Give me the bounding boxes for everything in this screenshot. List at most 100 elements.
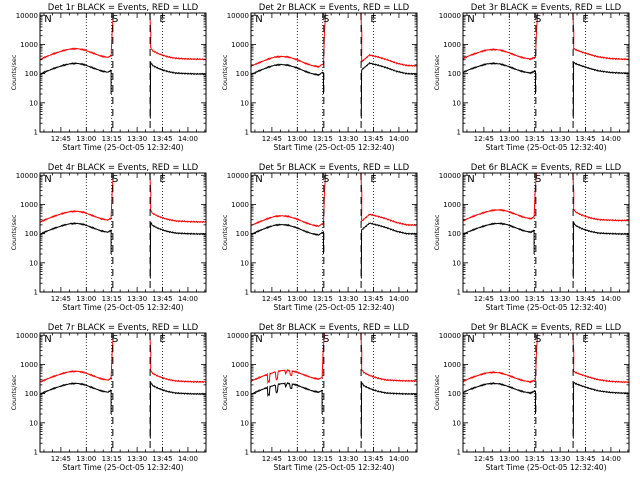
y-tick-label: 100: [236, 390, 249, 398]
lld-series-pre: [463, 333, 539, 384]
region-marker: E: [159, 174, 165, 185]
x-tick-label: 13:30: [127, 295, 147, 303]
lld-series-pre: [40, 333, 114, 383]
region-marker: E: [582, 14, 588, 25]
x-tick-label: 13:30: [550, 295, 570, 303]
events-series-post: [360, 61, 417, 119]
region-marker: S: [535, 14, 541, 25]
y-tick-label: 10: [29, 419, 38, 427]
region-marker: N: [255, 174, 262, 185]
x-tick-label: 12:45: [262, 455, 282, 463]
region-marker: N: [44, 14, 51, 25]
x-tick-label: 13:00: [76, 295, 96, 303]
region-marker: S: [112, 334, 118, 345]
events-series-post: [149, 61, 206, 119]
x-axis-label: Start Time (25-Oct-05 12:32:40): [62, 463, 183, 472]
y-tick-label: 1: [34, 449, 38, 457]
y-tick-label: 1000: [443, 201, 461, 209]
region-marker: S: [323, 334, 329, 345]
y-tick-label: 1000: [20, 361, 38, 369]
y-axis-label: Counts/sec: [433, 214, 441, 250]
y-axis-label: Counts/sec: [10, 214, 18, 250]
y-tick-label: 1: [245, 449, 249, 457]
lld-series-post: [572, 173, 629, 222]
x-tick-label: 14:00: [389, 295, 409, 303]
events-series-pre: [463, 382, 536, 414]
x-tick-label: 13:15: [313, 295, 333, 303]
x-tick-label: 13:15: [525, 295, 545, 303]
events-series-pre: [40, 382, 112, 414]
x-tick-label: 13:30: [127, 135, 147, 143]
y-tick-label: 10000: [16, 172, 38, 180]
panel-title: Det 6r BLACK = Events, RED = LLD: [471, 163, 622, 173]
y-tick-label: 1: [457, 449, 461, 457]
region-marker: N: [255, 334, 262, 345]
x-tick-label: 13:15: [313, 135, 333, 143]
events-series-pre: [251, 381, 323, 414]
x-tick-label: 13:30: [338, 455, 358, 463]
x-tick-label: 12:45: [474, 135, 494, 143]
y-tick-label: 10: [240, 259, 249, 267]
x-tick-label: 13:30: [550, 455, 570, 463]
region-marker: S: [112, 14, 118, 25]
x-tick-label: 13:00: [499, 135, 519, 143]
y-tick-label: 1: [457, 129, 461, 137]
lld-series-pre: [463, 13, 539, 61]
y-tick-label: 100: [448, 390, 461, 398]
x-tick-label: 12:45: [262, 135, 282, 143]
y-axis-label: Counts/sec: [10, 54, 18, 90]
events-series-post: [149, 222, 206, 279]
y-tick-label: 1000: [443, 361, 461, 369]
x-tick-label: 14:00: [178, 455, 198, 463]
region-marker: E: [582, 334, 588, 345]
region-marker: E: [370, 334, 376, 345]
y-tick-label: 10000: [227, 332, 249, 340]
panel-title: Det 5r BLACK = Events, RED = LLD: [259, 163, 410, 173]
x-tick-label: 13:45: [575, 455, 595, 463]
x-tick-label: 14:00: [389, 455, 409, 463]
y-tick-label: 1000: [20, 41, 38, 49]
x-tick-label: 13:30: [550, 135, 570, 143]
x-tick-label: 13:45: [363, 135, 383, 143]
y-tick-label: 1: [34, 289, 38, 297]
y-axis-label: Counts/sec: [433, 374, 441, 410]
events-series-pre: [463, 222, 535, 254]
y-tick-label: 100: [25, 70, 38, 78]
y-tick-label: 100: [448, 230, 461, 238]
y-tick-label: 100: [448, 70, 461, 78]
plot-frame: [462, 172, 630, 293]
x-tick-label: 13:00: [287, 135, 307, 143]
lld-series-post: [149, 173, 206, 224]
plot-frame: [250, 172, 418, 293]
x-tick-label: 13:15: [525, 455, 545, 463]
data-layer: [40, 173, 206, 279]
y-tick-label: 1: [245, 129, 249, 137]
region-marker: E: [159, 334, 165, 345]
events-series-pre: [251, 63, 324, 94]
y-axis-label: Counts/sec: [221, 374, 229, 410]
x-tick-label: 12:45: [51, 135, 71, 143]
panel-title: Det 8r BLACK = Events, RED = LLD: [259, 323, 410, 333]
x-tick-label: 13:15: [525, 135, 545, 143]
x-axis-label: Start Time (25-Oct-05 12:32:40): [273, 143, 394, 152]
y-tick-label: 1: [245, 289, 249, 297]
x-axis-label: Start Time (25-Oct-05 12:32:40): [273, 303, 394, 312]
y-tick-label: 10: [452, 259, 461, 267]
x-tick-label: 12:45: [51, 295, 71, 303]
x-tick-label: 13:00: [76, 455, 96, 463]
panel-title: Det 3r BLACK = Events, RED = LLD: [471, 3, 622, 13]
y-tick-label: 1000: [231, 201, 249, 209]
events-series-pre: [40, 222, 112, 254]
lld-series-pre: [40, 173, 114, 223]
y-axis-label: Counts/sec: [433, 54, 441, 90]
lld-series-pre: [251, 333, 325, 385]
lld-series-pre: [463, 173, 537, 222]
region-marker: S: [323, 174, 329, 185]
lld-series-pre: [251, 173, 327, 228]
x-tick-label: 14:00: [601, 295, 621, 303]
y-tick-label: 10000: [439, 332, 461, 340]
